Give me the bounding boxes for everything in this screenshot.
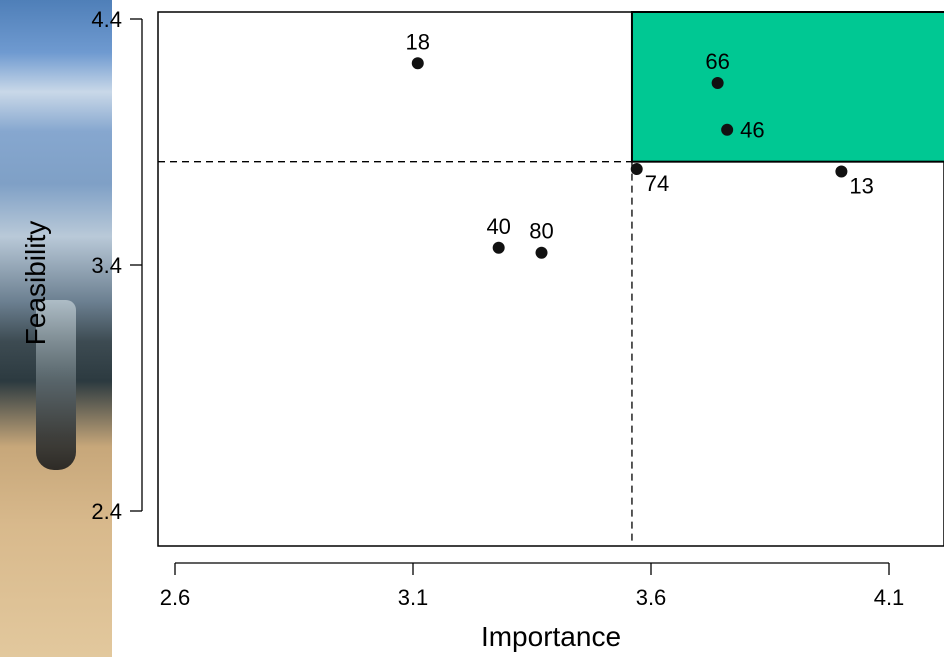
point-label-74: 74 <box>645 171 669 196</box>
plot-frame <box>157 11 944 547</box>
data-point-46 <box>721 123 734 136</box>
x-axis: 2.6 3.1 3.6 4.1 <box>160 562 905 610</box>
x-tick-label: 3.6 <box>636 585 667 610</box>
point-label-46: 46 <box>740 118 764 143</box>
data-point-74 <box>630 163 643 176</box>
y-tick-label: 3.4 <box>91 253 122 278</box>
point-label-66: 66 <box>705 49 729 74</box>
y-axis: 2.4 3.4 4.4 <box>91 7 143 524</box>
point-label-18: 18 <box>406 29 430 54</box>
x-tick-label: 4.1 <box>874 585 905 610</box>
data-point-13 <box>835 165 848 178</box>
y-tick-label: 2.4 <box>91 499 122 524</box>
data-point-66 <box>711 76 724 89</box>
data-point-18 <box>411 57 424 70</box>
y-axis-title: Feasibility <box>20 221 51 345</box>
data-point-40 <box>492 241 505 254</box>
background-photo-object <box>36 300 76 470</box>
point-label-40: 40 <box>486 214 510 239</box>
x-tick-label: 3.1 <box>398 585 429 610</box>
data-points: 18 66 46 74 13 40 80 <box>406 29 874 259</box>
data-point-80 <box>535 246 548 259</box>
point-label-80: 80 <box>529 219 553 244</box>
point-label-13: 13 <box>849 174 873 199</box>
x-axis-title: Importance <box>481 621 621 652</box>
highlight-quadrant <box>630 11 944 163</box>
x-tick-label: 2.6 <box>160 585 191 610</box>
y-tick-label: 4.4 <box>91 7 122 32</box>
